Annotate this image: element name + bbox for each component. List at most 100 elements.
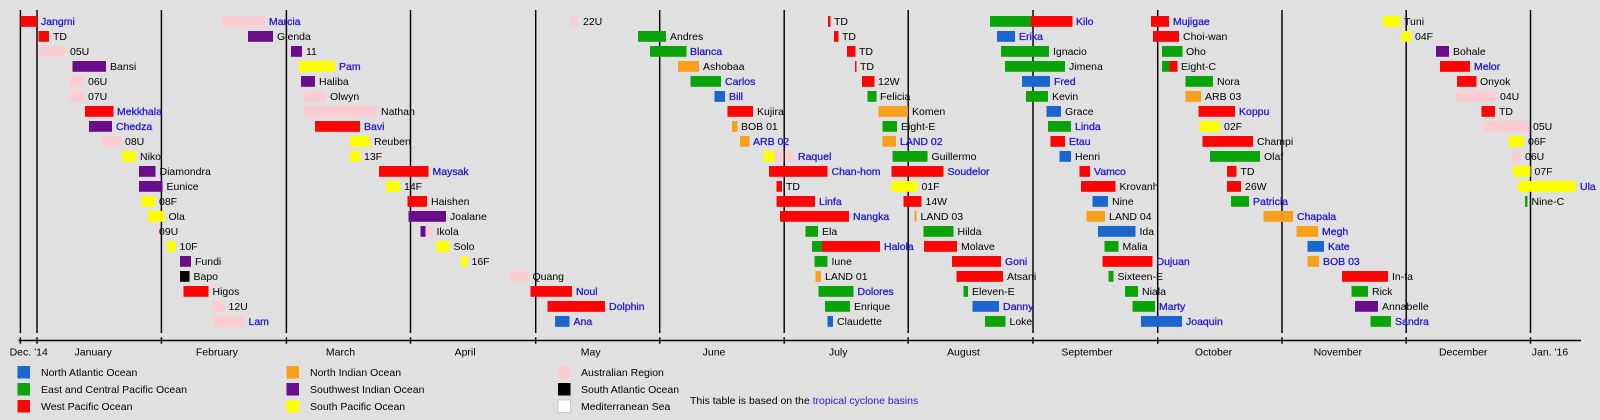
svg-text:West Pacific Ocean: West Pacific Ocean — [41, 401, 133, 413]
svg-text:Dujuan: Dujuan — [1157, 256, 1190, 268]
svg-text:Solo: Solo — [454, 241, 475, 253]
svg-text:Jan. '16: Jan. '16 — [1532, 347, 1569, 359]
svg-text:Marcia: Marcia — [269, 16, 301, 28]
svg-text:Choi-wan: Choi-wan — [1183, 31, 1228, 43]
svg-text:13F: 13F — [364, 151, 382, 163]
svg-text:May: May — [581, 347, 602, 359]
svg-text:LAND 04: LAND 04 — [1109, 211, 1152, 223]
svg-text:08U: 08U — [125, 136, 144, 148]
svg-text:Kevin: Kevin — [1052, 91, 1078, 103]
svg-text:Patricia: Patricia — [1253, 196, 1288, 208]
svg-text:06F: 06F — [1528, 136, 1546, 148]
svg-text:Kilo: Kilo — [1076, 16, 1094, 28]
svg-text:Sixteen-E: Sixteen-E — [1118, 271, 1164, 283]
svg-text:Melor: Melor — [1474, 61, 1501, 73]
svg-text:TD: TD — [786, 181, 800, 193]
svg-text:January: January — [75, 347, 113, 359]
svg-text:Loke: Loke — [1010, 316, 1033, 328]
svg-text:22U: 22U — [583, 16, 602, 28]
svg-text:Eight-C: Eight-C — [1181, 61, 1216, 73]
svg-text:Australian Region: Australian Region — [581, 367, 664, 379]
svg-text:Molave: Molave — [961, 241, 995, 253]
svg-text:Komen: Komen — [912, 106, 945, 118]
svg-text:Ida: Ida — [1140, 226, 1155, 238]
svg-text:Southwest Indian Ocean: Southwest Indian Ocean — [310, 384, 425, 396]
svg-text:Koppu: Koppu — [1239, 106, 1270, 118]
svg-text:Erika: Erika — [1019, 31, 1043, 43]
svg-text:08F: 08F — [159, 196, 177, 208]
svg-text:Maysak: Maysak — [433, 166, 470, 178]
svg-text:Bill: Bill — [729, 91, 743, 103]
svg-text:Onyok: Onyok — [1480, 76, 1511, 88]
svg-text:March: March — [326, 347, 355, 359]
svg-text:Dolphin: Dolphin — [609, 301, 645, 313]
svg-text:In-fa: In-fa — [1392, 271, 1413, 283]
svg-text:Ashobaa: Ashobaa — [703, 61, 745, 73]
svg-text:April: April — [455, 347, 476, 359]
svg-text:Nathan: Nathan — [381, 106, 415, 118]
svg-text:Ela: Ela — [822, 226, 837, 238]
svg-text:ARB 02: ARB 02 — [753, 136, 789, 148]
svg-text:TD: TD — [1241, 166, 1255, 178]
svg-text:Bavi: Bavi — [364, 121, 384, 133]
svg-text:Goni: Goni — [1005, 256, 1027, 268]
svg-text:Jimena: Jimena — [1069, 61, 1103, 73]
svg-text:10F: 10F — [180, 241, 198, 253]
svg-text:09U: 09U — [159, 226, 178, 238]
svg-text:Nora: Nora — [1217, 76, 1240, 88]
svg-text:August: August — [947, 347, 980, 359]
svg-text:Raquel: Raquel — [798, 151, 831, 163]
svg-text:07F: 07F — [1535, 166, 1553, 178]
svg-text:Andres: Andres — [670, 31, 703, 43]
svg-text:Linda: Linda — [1075, 121, 1101, 133]
svg-text:Vamco: Vamco — [1094, 166, 1126, 178]
svg-text:Bohale: Bohale — [1453, 46, 1486, 58]
svg-text:Malia: Malia — [1123, 241, 1148, 253]
svg-text:Haishen: Haishen — [431, 196, 470, 208]
svg-text:Eunice: Eunice — [167, 181, 199, 193]
svg-text:North Atlantic Ocean: North Atlantic Ocean — [41, 367, 137, 379]
svg-text:01F: 01F — [922, 181, 940, 193]
svg-text:South Pacific Ocean: South Pacific Ocean — [310, 401, 405, 413]
svg-text:Olwyn: Olwyn — [330, 91, 359, 103]
svg-text:Nine: Nine — [1112, 196, 1134, 208]
svg-text:Chan-hom: Chan-hom — [832, 166, 881, 178]
svg-text:Grace: Grace — [1065, 106, 1094, 118]
svg-text:Tuni: Tuni — [1404, 16, 1424, 28]
svg-text:Rick: Rick — [1372, 286, 1393, 298]
svg-text:Etau: Etau — [1069, 136, 1091, 148]
svg-text:Chedza: Chedza — [116, 121, 152, 133]
svg-text:Marty: Marty — [1159, 301, 1186, 313]
svg-text:Eight-E: Eight-E — [901, 121, 935, 133]
svg-text:LAND 03: LAND 03 — [921, 211, 964, 223]
svg-text:BOB 01: BOB 01 — [741, 121, 778, 133]
svg-text:Mediterranean Sea: Mediterranean Sea — [581, 401, 670, 413]
svg-text:Ola: Ola — [169, 211, 186, 223]
svg-text:Blanca: Blanca — [690, 46, 722, 58]
svg-text:BOB 03: BOB 03 — [1323, 256, 1360, 268]
svg-text:Dolores: Dolores — [858, 286, 894, 298]
svg-text:Glenda: Glenda — [277, 31, 311, 43]
svg-text:Annabelle: Annabelle — [1382, 301, 1429, 313]
svg-text:06U: 06U — [1525, 151, 1544, 163]
svg-text:TD: TD — [859, 46, 873, 58]
svg-text:TD: TD — [53, 31, 67, 43]
svg-text:Chapala: Chapala — [1297, 211, 1336, 223]
svg-text:Niko: Niko — [140, 151, 161, 163]
svg-text:26W: 26W — [1245, 181, 1267, 193]
svg-text:South Atlantic Ocean: South Atlantic Ocean — [581, 384, 679, 396]
svg-text:This table is based on the tro: This table is based on the tropical cycl… — [690, 395, 918, 407]
svg-text:Eleven-E: Eleven-E — [972, 286, 1015, 298]
svg-text:Hilda: Hilda — [958, 226, 982, 238]
svg-text:Kate: Kate — [1328, 241, 1350, 253]
svg-text:Krovanh: Krovanh — [1120, 181, 1159, 193]
svg-text:November: November — [1314, 347, 1363, 359]
svg-text:Jangmi: Jangmi — [41, 16, 75, 28]
svg-text:Claudette: Claudette — [837, 316, 882, 328]
svg-text:Ignacio: Ignacio — [1053, 46, 1087, 58]
svg-text:06U: 06U — [88, 76, 107, 88]
svg-text:February: February — [196, 347, 239, 359]
svg-text:Fred: Fred — [1054, 76, 1076, 88]
svg-text:Bapo: Bapo — [194, 271, 219, 283]
svg-text:Guillermo: Guillermo — [932, 151, 977, 163]
